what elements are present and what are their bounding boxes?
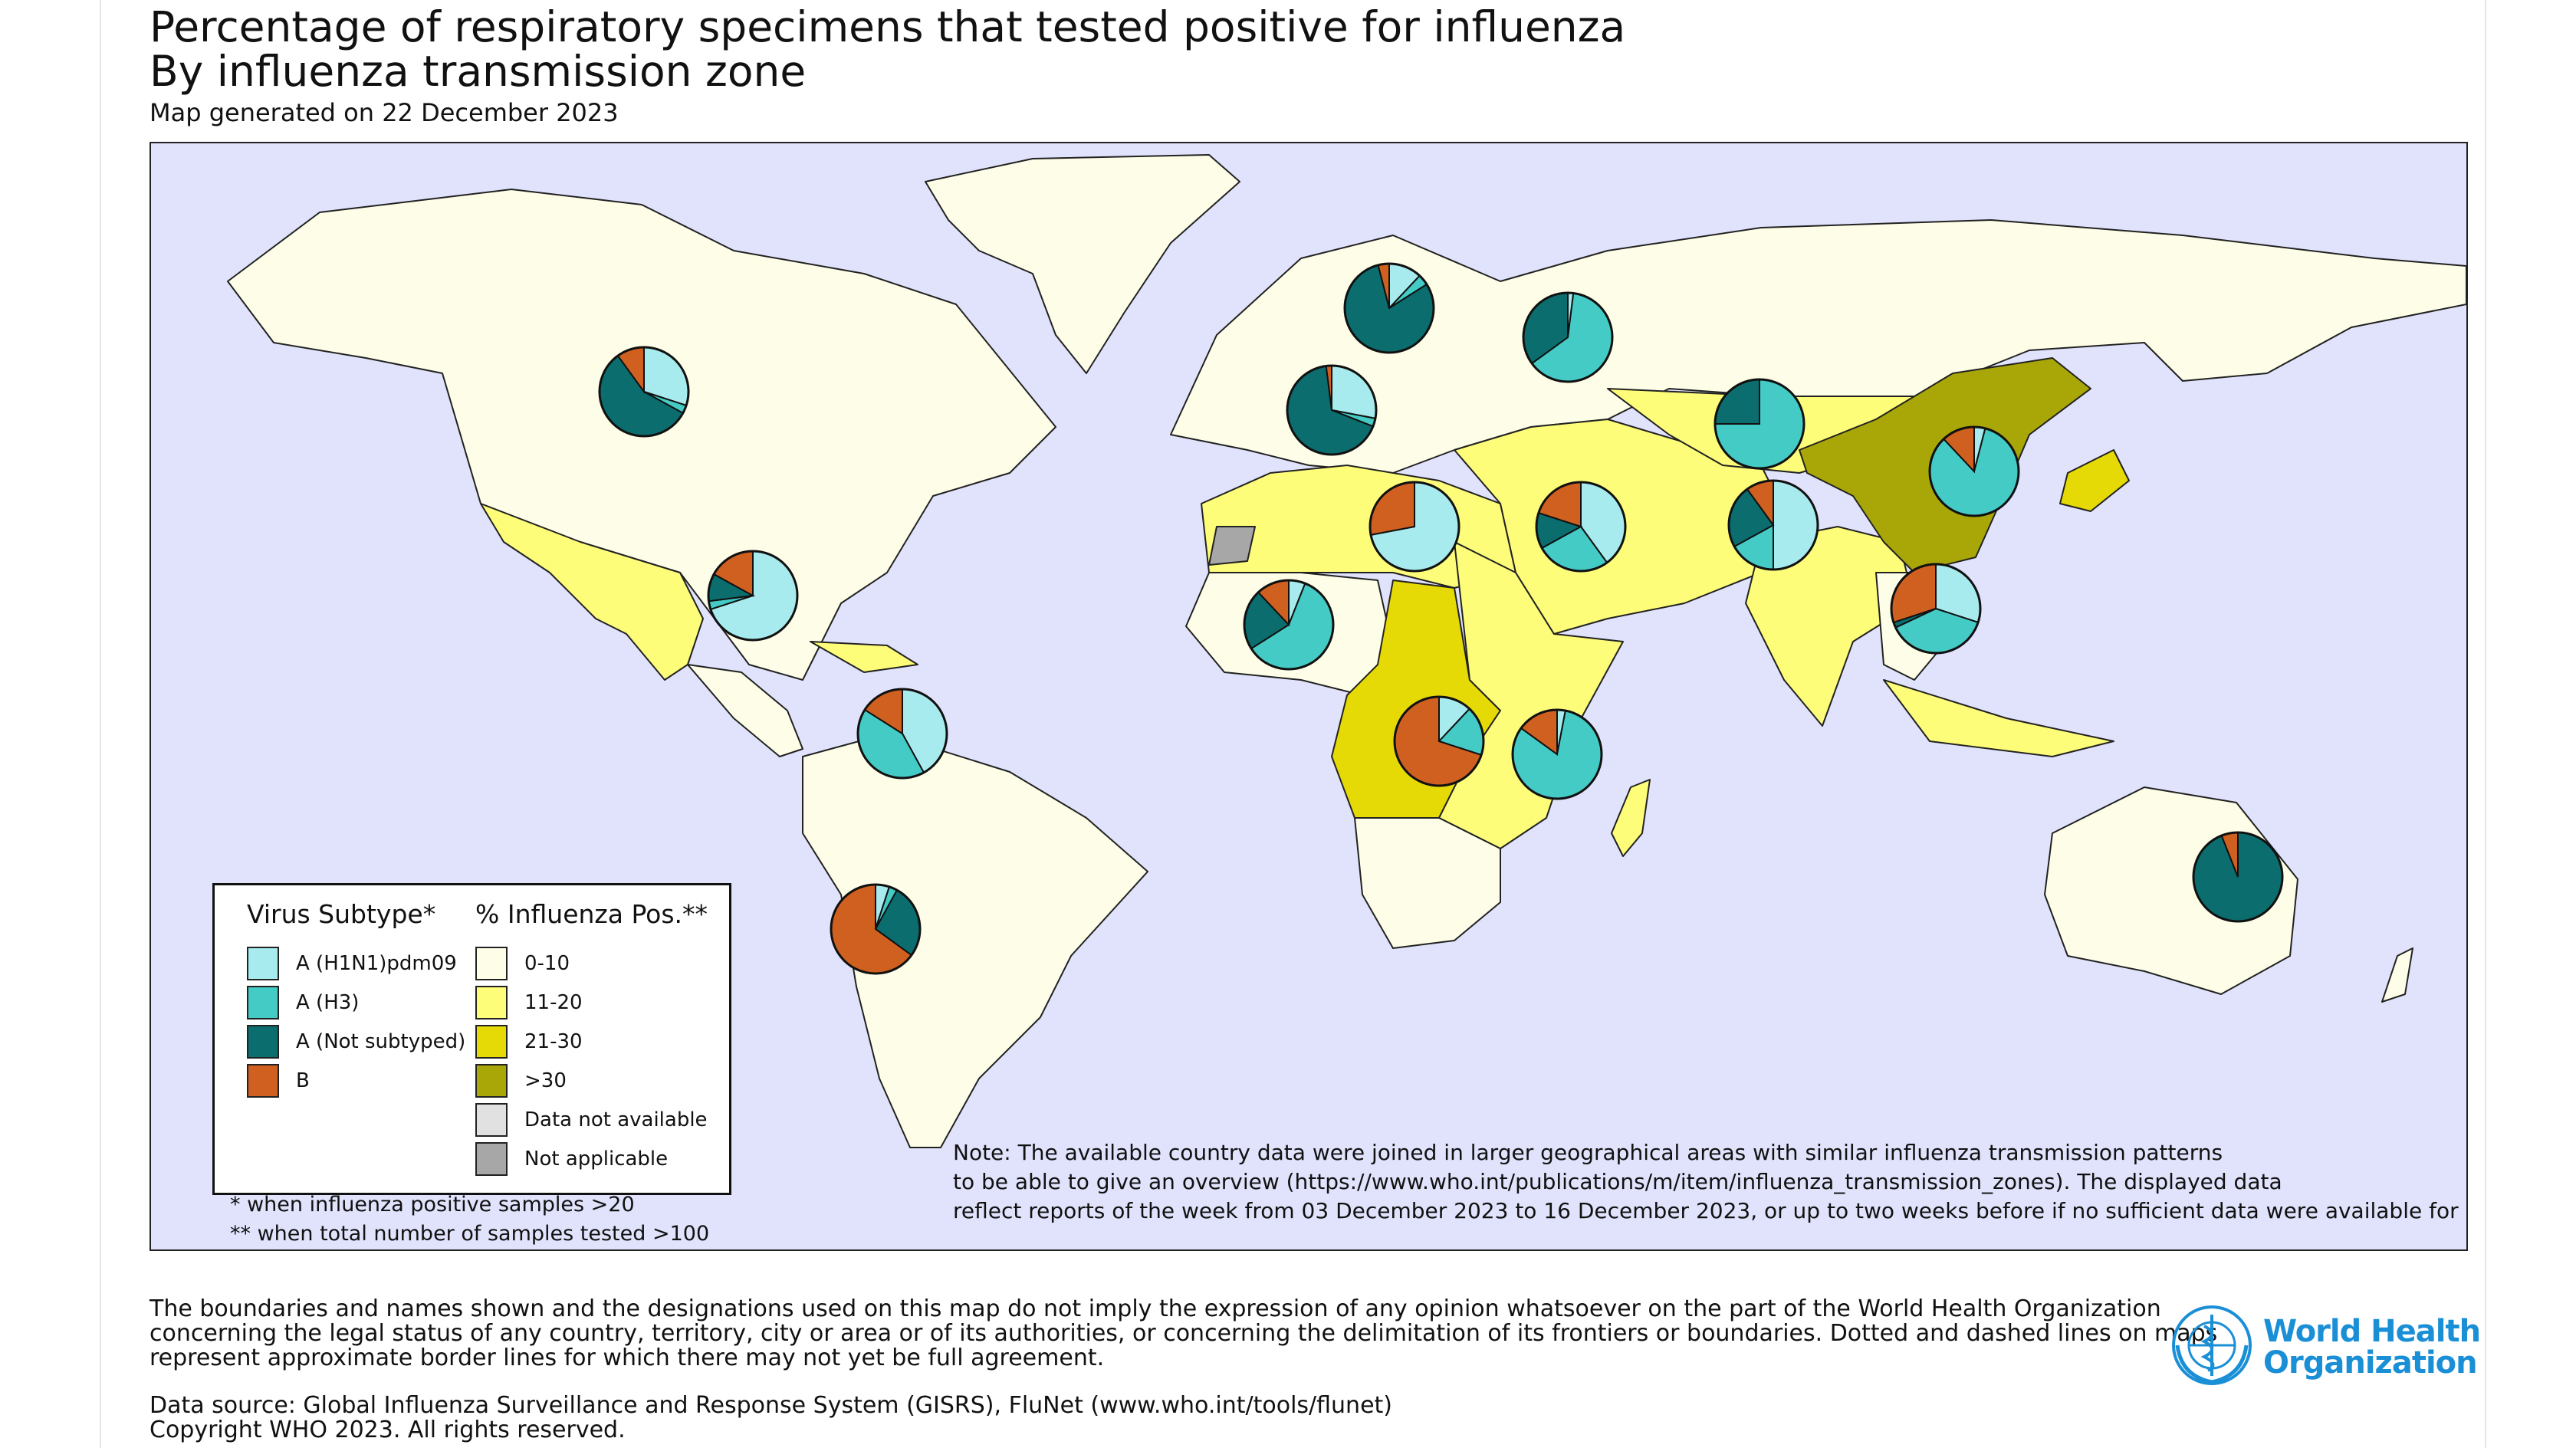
pie-northern-europe	[1343, 262, 1435, 354]
zone-indonesia	[1883, 679, 2114, 757]
pie-outline	[830, 883, 922, 975]
legend-swatch-pos-11-20	[475, 986, 508, 1020]
pie-outline	[856, 688, 948, 780]
zone-greenland	[925, 154, 1240, 374]
legend-label-pos-11-20: 11-20	[524, 991, 583, 1014]
disclaimer-line2: concerning the legal status of any count…	[150, 1320, 2218, 1347]
note-line1: Note: The available country data were jo…	[953, 1140, 2223, 1165]
zone-caribbean	[810, 641, 918, 673]
legend-item-not-applicable: Not applicable	[475, 1141, 668, 1177]
map-title-line1: Percentage of respiratory specimens that…	[150, 2, 1626, 51]
pie-central-asia	[1714, 378, 1806, 470]
pie-outline	[1511, 708, 1603, 800]
disclaimer-line3: represent approximate border lines for w…	[150, 1345, 1105, 1371]
legend-label-pos-0-10: 0-10	[524, 952, 570, 975]
zone-madagascar	[1611, 779, 1651, 857]
generated-date: Map generated on 22 December 2023	[150, 98, 619, 127]
legend-swatch-pos-over-30	[475, 1064, 508, 1098]
pie-temperate-south-america	[830, 883, 922, 975]
zone-new-zealand	[2381, 947, 2413, 1003]
pie-eastern-asia	[1928, 425, 2020, 517]
legend: Virus Subtype* % Influenza Pos.** A (H1N…	[212, 883, 731, 1195]
pie-outline	[1928, 425, 2020, 517]
zone-central-america	[687, 664, 803, 757]
data-source: Data source: Global Influenza Surveillan…	[150, 1392, 1392, 1419]
legend-swatch-not-applicable	[475, 1142, 508, 1176]
pie-central-america-and-caribbean	[707, 550, 799, 642]
legend-item-a-not-subtyped: A (Not subtyped)	[247, 1024, 465, 1059]
zone-mexico	[480, 503, 704, 681]
pie-southern-asia	[1727, 479, 1819, 571]
pie-south-east-asia	[1890, 563, 1982, 655]
legend-item-b: B	[247, 1063, 310, 1098]
pie-tropical-south-america	[856, 688, 948, 780]
pie-outline	[598, 346, 690, 438]
pie-south-west-europe	[1286, 364, 1378, 456]
legend-virus-heading: Virus Subtype*	[247, 899, 436, 929]
legend-label-a-not-subtyped: A (Not subtyped)	[296, 1030, 466, 1053]
pie-outline	[1890, 563, 1982, 655]
pie-outline	[707, 550, 799, 642]
disclaimer-line1: The boundaries and names shown and the d…	[150, 1295, 2161, 1322]
zone-western-sahara	[1208, 526, 1256, 566]
pie-outline	[2192, 831, 2284, 923]
legend-item-h3: A (H3)	[247, 985, 359, 1020]
legend-item-pos-0-10: 0-10	[475, 946, 570, 981]
footnote-virus: * when influenza positive samples >20	[230, 1193, 635, 1217]
who-logo-line1: World Health	[2263, 1314, 2481, 1349]
page-left-edge	[100, 0, 101, 1448]
pie-outline	[1727, 479, 1819, 571]
legend-swatch-pos-21-30	[475, 1025, 508, 1059]
legend-swatch-h1n1	[247, 947, 279, 980]
pie-outline	[1368, 481, 1460, 573]
legend-item-pos-21-30: 21-30	[475, 1024, 583, 1059]
legend-swatch-pos-0-10	[475, 947, 508, 980]
pie-outline	[1714, 378, 1806, 470]
pie-outline	[1286, 364, 1378, 456]
world-map-canvas	[227, 154, 2466, 1148]
pie-middle-africa	[1393, 695, 1485, 787]
pie-north-america	[598, 346, 690, 438]
legend-label-data-not-available: Data not available	[524, 1108, 708, 1131]
zone-southern-africa	[1354, 817, 1501, 949]
zone-middle-east	[1454, 419, 1800, 635]
legend-label-not-applicable: Not applicable	[524, 1148, 669, 1171]
legend-positivity-heading: % Influenza Pos.**	[475, 899, 708, 929]
pie-oceania-melanesia-polynesia	[2192, 831, 2284, 923]
legend-label-pos-21-30: 21-30	[524, 1030, 583, 1053]
legend-swatch-b	[247, 1064, 279, 1098]
zone-india	[1745, 526, 1915, 727]
pie-eastern-africa	[1511, 708, 1603, 800]
pie-northern-africa	[1368, 481, 1460, 573]
legend-item-pos-11-20: 11-20	[475, 985, 583, 1020]
zone-japan	[2059, 449, 2130, 512]
legend-item-data-not-available: Data not available	[475, 1102, 708, 1138]
pie-outline	[1243, 579, 1335, 671]
pie-western-asia	[1535, 481, 1627, 573]
pie-outline	[1535, 481, 1627, 573]
legend-swatch-a-not-subtyped	[247, 1025, 279, 1059]
legend-swatch-h3	[247, 986, 279, 1020]
pie-outline	[1393, 695, 1485, 787]
footnote-positivity: ** when total number of samples tested >…	[230, 1222, 710, 1246]
pie-western-africa	[1243, 579, 1335, 671]
who-logo-line2: Organization	[2263, 1345, 2478, 1381]
legend-label-b: B	[296, 1069, 310, 1092]
map-title-line2: By influenza transmission zone	[150, 47, 807, 96]
pie-outline	[1343, 262, 1435, 354]
legend-swatch-data-not-available	[475, 1103, 508, 1137]
copyright: Copyright WHO 2023. All rights reserved.	[150, 1417, 626, 1443]
legend-label-pos-over-30: >30	[524, 1069, 567, 1092]
page-right-edge	[2485, 0, 2486, 1448]
legend-item-h1n1: A (H1N1)pdm09	[247, 946, 457, 981]
legend-label-h3: A (H3)	[296, 991, 360, 1014]
legend-item-pos-over-30: >30	[475, 1063, 567, 1098]
pie-eastern-europe	[1522, 291, 1614, 383]
pie-outline	[1522, 291, 1614, 383]
note-line3: reflect reports of the week from 03 Dece…	[953, 1198, 2465, 1223]
note-line2: to be able to give an overview (https://…	[953, 1169, 2282, 1194]
legend-label-h1n1: A (H1N1)pdm09	[296, 952, 457, 975]
who-emblem-icon	[2172, 1305, 2252, 1385]
